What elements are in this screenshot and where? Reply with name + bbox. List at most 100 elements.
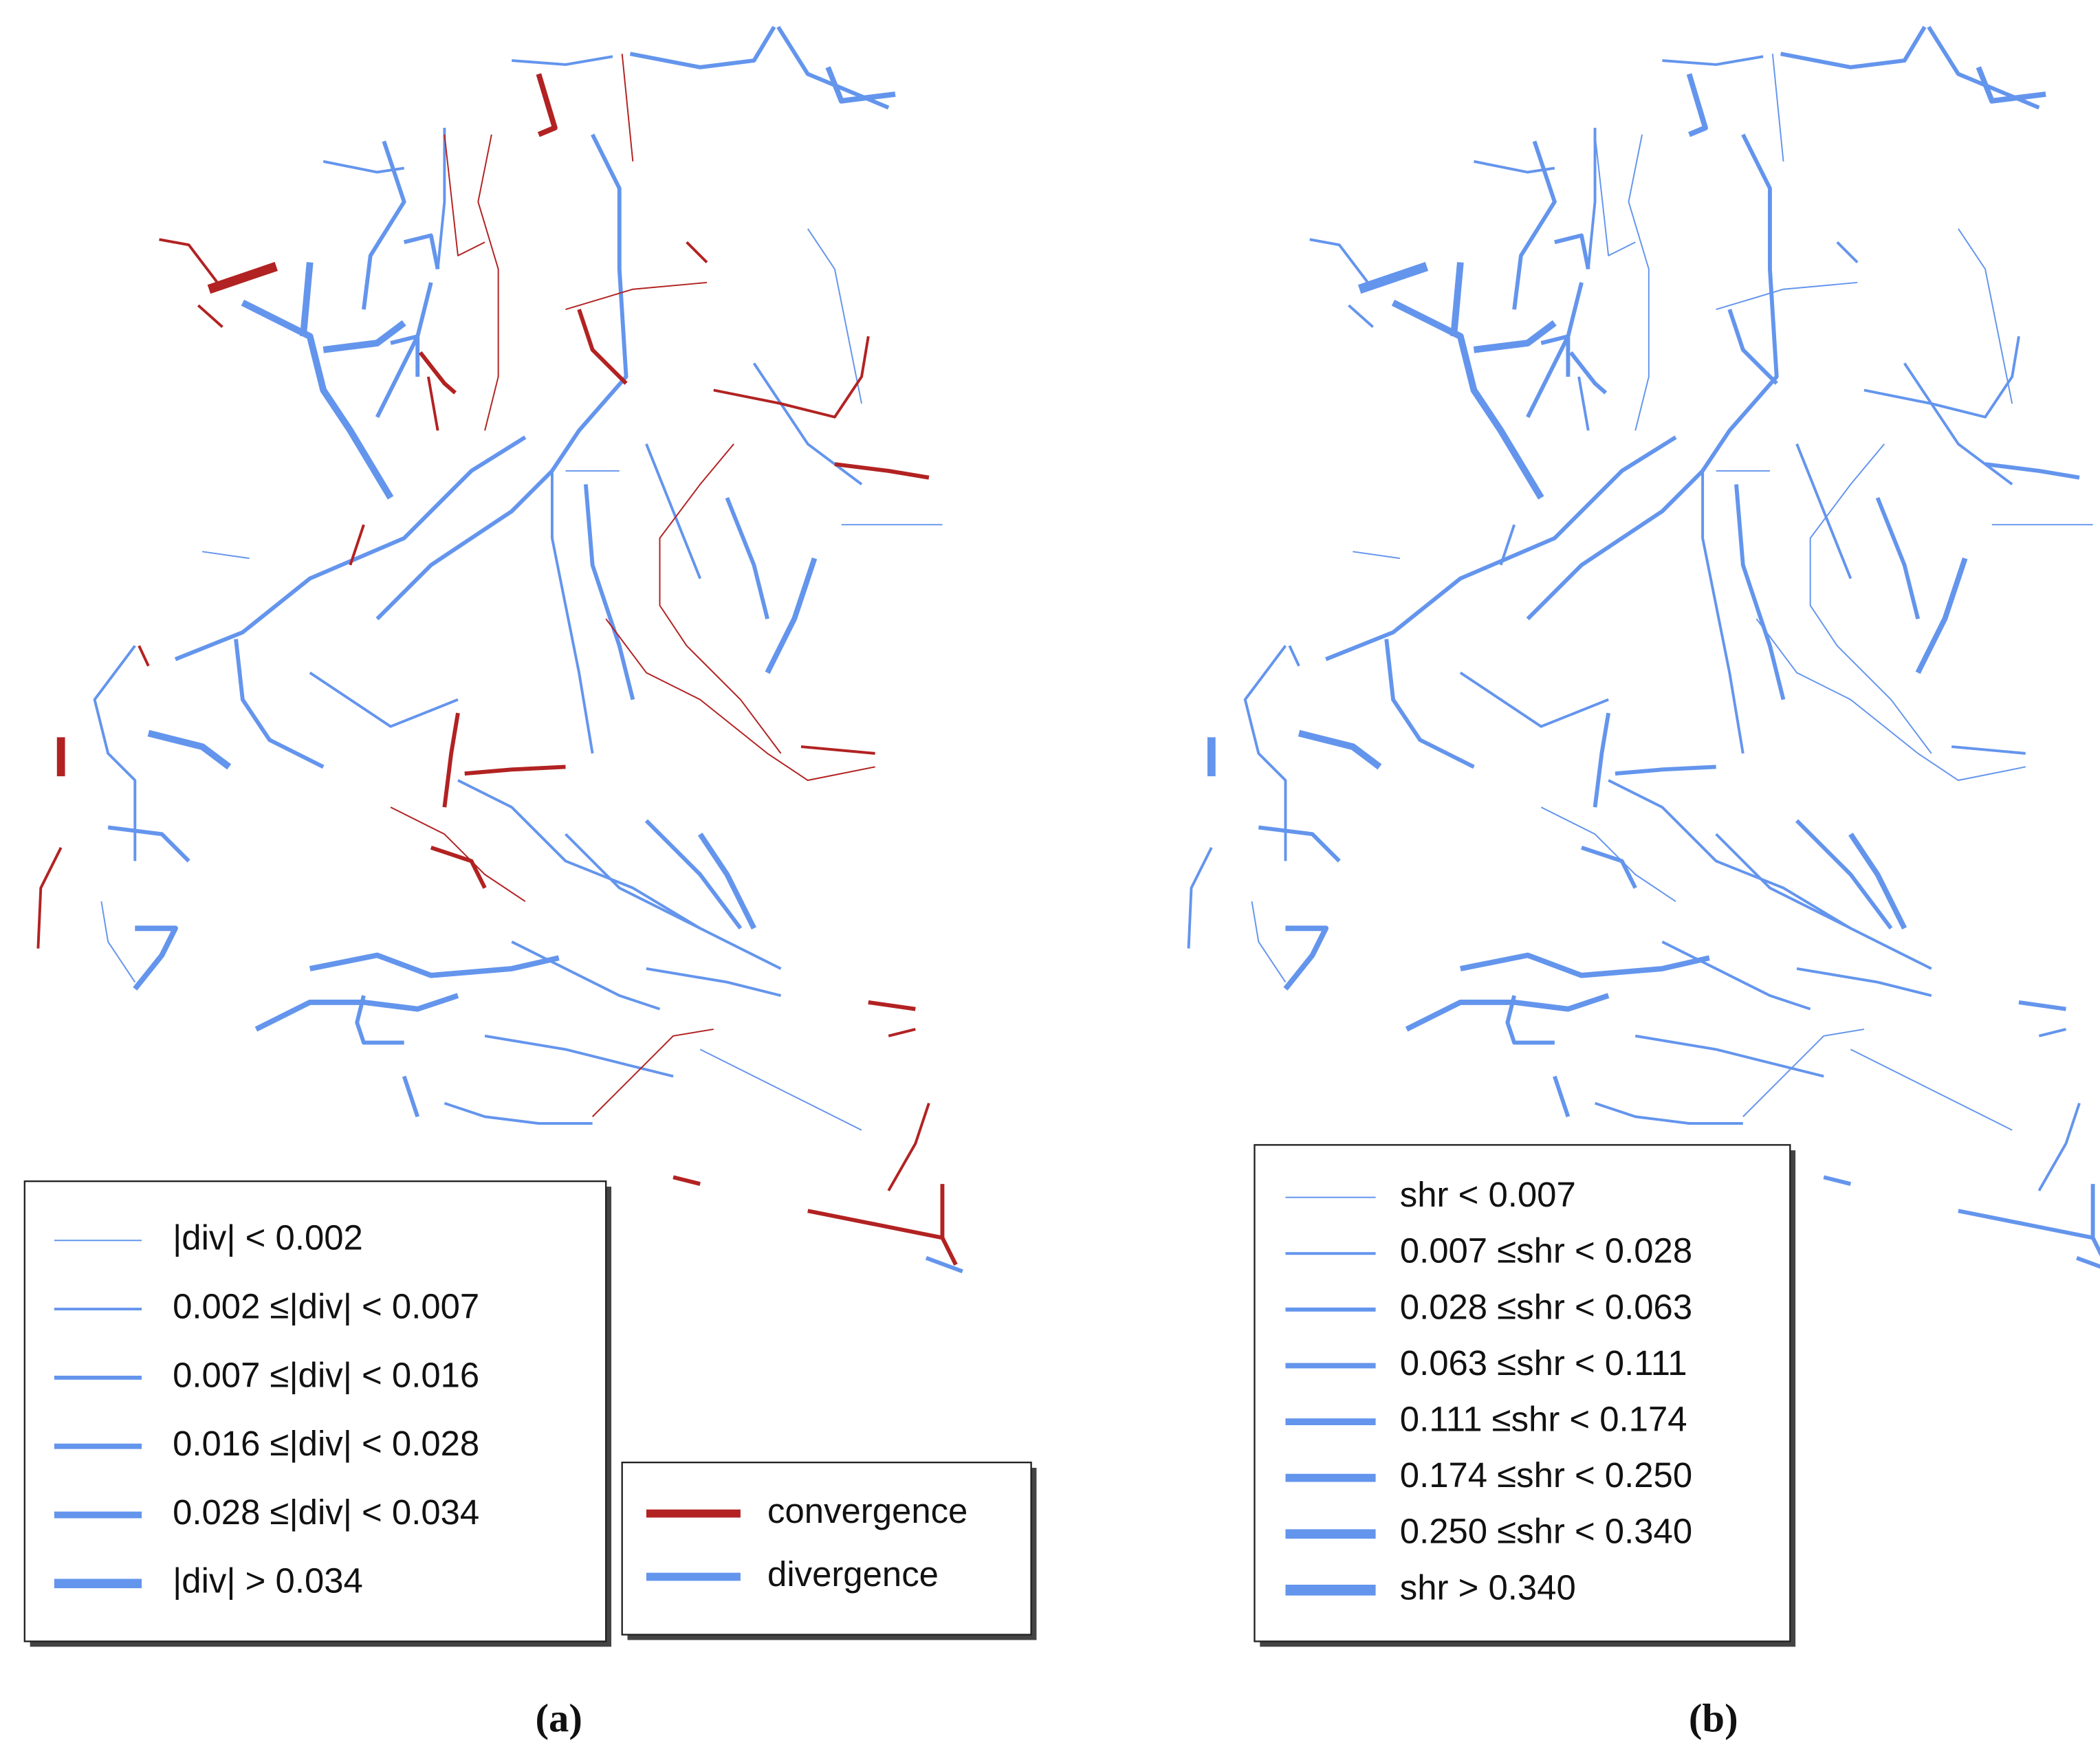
segment	[1251, 901, 1287, 983]
segment	[1586, 127, 1597, 270]
segment	[1540, 334, 1571, 377]
segment	[1353, 551, 1400, 560]
segment	[390, 806, 526, 902]
segment	[300, 262, 314, 337]
segment	[888, 1028, 916, 1037]
legend-label: 0.028 ≤|div| < 0.034	[173, 1493, 479, 1532]
segment	[2038, 1028, 2066, 1037]
segment	[1594, 134, 1636, 256]
segment	[442, 712, 460, 808]
segment	[1569, 351, 1608, 395]
legend-types: convergence divergence	[646, 1491, 967, 1594]
legend-label: |div| < 0.002	[173, 1218, 363, 1257]
segment	[1309, 238, 1375, 290]
segment	[202, 551, 250, 560]
segment	[444, 1101, 593, 1125]
segment	[1903, 362, 2013, 486]
segment	[2076, 1255, 2100, 1269]
segment	[2037, 1103, 2081, 1191]
legend-label: 0.028 ≤shr < 0.063	[1400, 1287, 1692, 1326]
segment	[1958, 1209, 2100, 1257]
segment	[436, 127, 446, 270]
segment	[807, 1209, 958, 1266]
segment	[1288, 645, 1300, 667]
segment	[1661, 940, 1811, 1011]
segment	[484, 1034, 674, 1078]
segment	[565, 281, 708, 311]
segment	[686, 241, 708, 263]
segment	[241, 299, 394, 500]
segment	[1823, 1175, 1852, 1186]
segment	[403, 233, 440, 270]
segment	[138, 645, 150, 667]
legend-label: divergence	[767, 1554, 939, 1594]
segment	[1505, 995, 1555, 1045]
segment	[1634, 1034, 1824, 1078]
segment	[234, 639, 325, 769]
legend-label: shr > 0.340	[1400, 1568, 1576, 1607]
segment	[1716, 281, 1858, 311]
segment	[1796, 967, 1932, 998]
legend-label: 0.007 ≤|div| < 0.016	[173, 1355, 479, 1394]
legend-label: 0.111 ≤shr < 0.174	[1400, 1400, 1687, 1439]
segment	[1594, 1101, 1743, 1125]
segment	[426, 376, 439, 431]
segment	[362, 140, 406, 310]
segment	[868, 1000, 916, 1011]
segment	[1298, 729, 1382, 770]
segment	[1795, 819, 1893, 930]
segment	[1756, 618, 2026, 781]
segment	[1662, 55, 1764, 66]
segment	[197, 304, 223, 328]
segment	[1384, 639, 1475, 769]
segment	[1473, 320, 1557, 353]
segment	[765, 557, 818, 674]
segment	[1243, 645, 1287, 861]
legend-label: 0.174 ≤shr < 0.250	[1400, 1455, 1692, 1495]
segment	[457, 779, 701, 930]
segment	[887, 1103, 930, 1191]
segment	[646, 967, 782, 998]
segment	[1809, 443, 1932, 754]
legend-label: |div| > 0.034	[173, 1561, 363, 1600]
segment	[1850, 1048, 2013, 1131]
segment	[159, 238, 224, 290]
segment	[697, 833, 756, 930]
segment	[659, 443, 782, 754]
segment	[402, 1075, 420, 1118]
segment	[1526, 282, 1584, 418]
segment	[1615, 764, 1716, 776]
segment	[565, 833, 782, 970]
legend-box	[23, 1180, 607, 1642]
segment	[1499, 524, 1516, 566]
caption: (b)	[1689, 1695, 1738, 1740]
segment	[147, 729, 232, 770]
segment	[430, 846, 487, 889]
segment	[1460, 952, 1710, 978]
segment	[1780, 25, 1927, 69]
segment	[375, 133, 628, 621]
segment	[1958, 228, 2013, 404]
segment	[390, 334, 420, 377]
segment	[1771, 54, 1784, 162]
segment	[133, 925, 178, 991]
segment	[825, 66, 896, 104]
segment	[1593, 712, 1611, 808]
segment	[1686, 73, 1708, 138]
segment	[1512, 140, 1557, 310]
segment	[834, 462, 930, 480]
legend-label: 0.250 ≤shr < 0.340	[1400, 1512, 1692, 1551]
segment	[1951, 745, 2026, 755]
segment	[1187, 846, 1213, 949]
segment	[550, 470, 594, 754]
segment	[1581, 846, 1637, 889]
segment	[629, 25, 776, 69]
segment	[621, 54, 634, 162]
segment	[1715, 833, 1932, 970]
legend-label: 0.063 ≤shr < 0.111	[1400, 1343, 1687, 1383]
segment	[1863, 336, 2020, 419]
segment	[2018, 1000, 2066, 1011]
segment	[1984, 462, 2080, 480]
segment	[699, 1048, 862, 1131]
